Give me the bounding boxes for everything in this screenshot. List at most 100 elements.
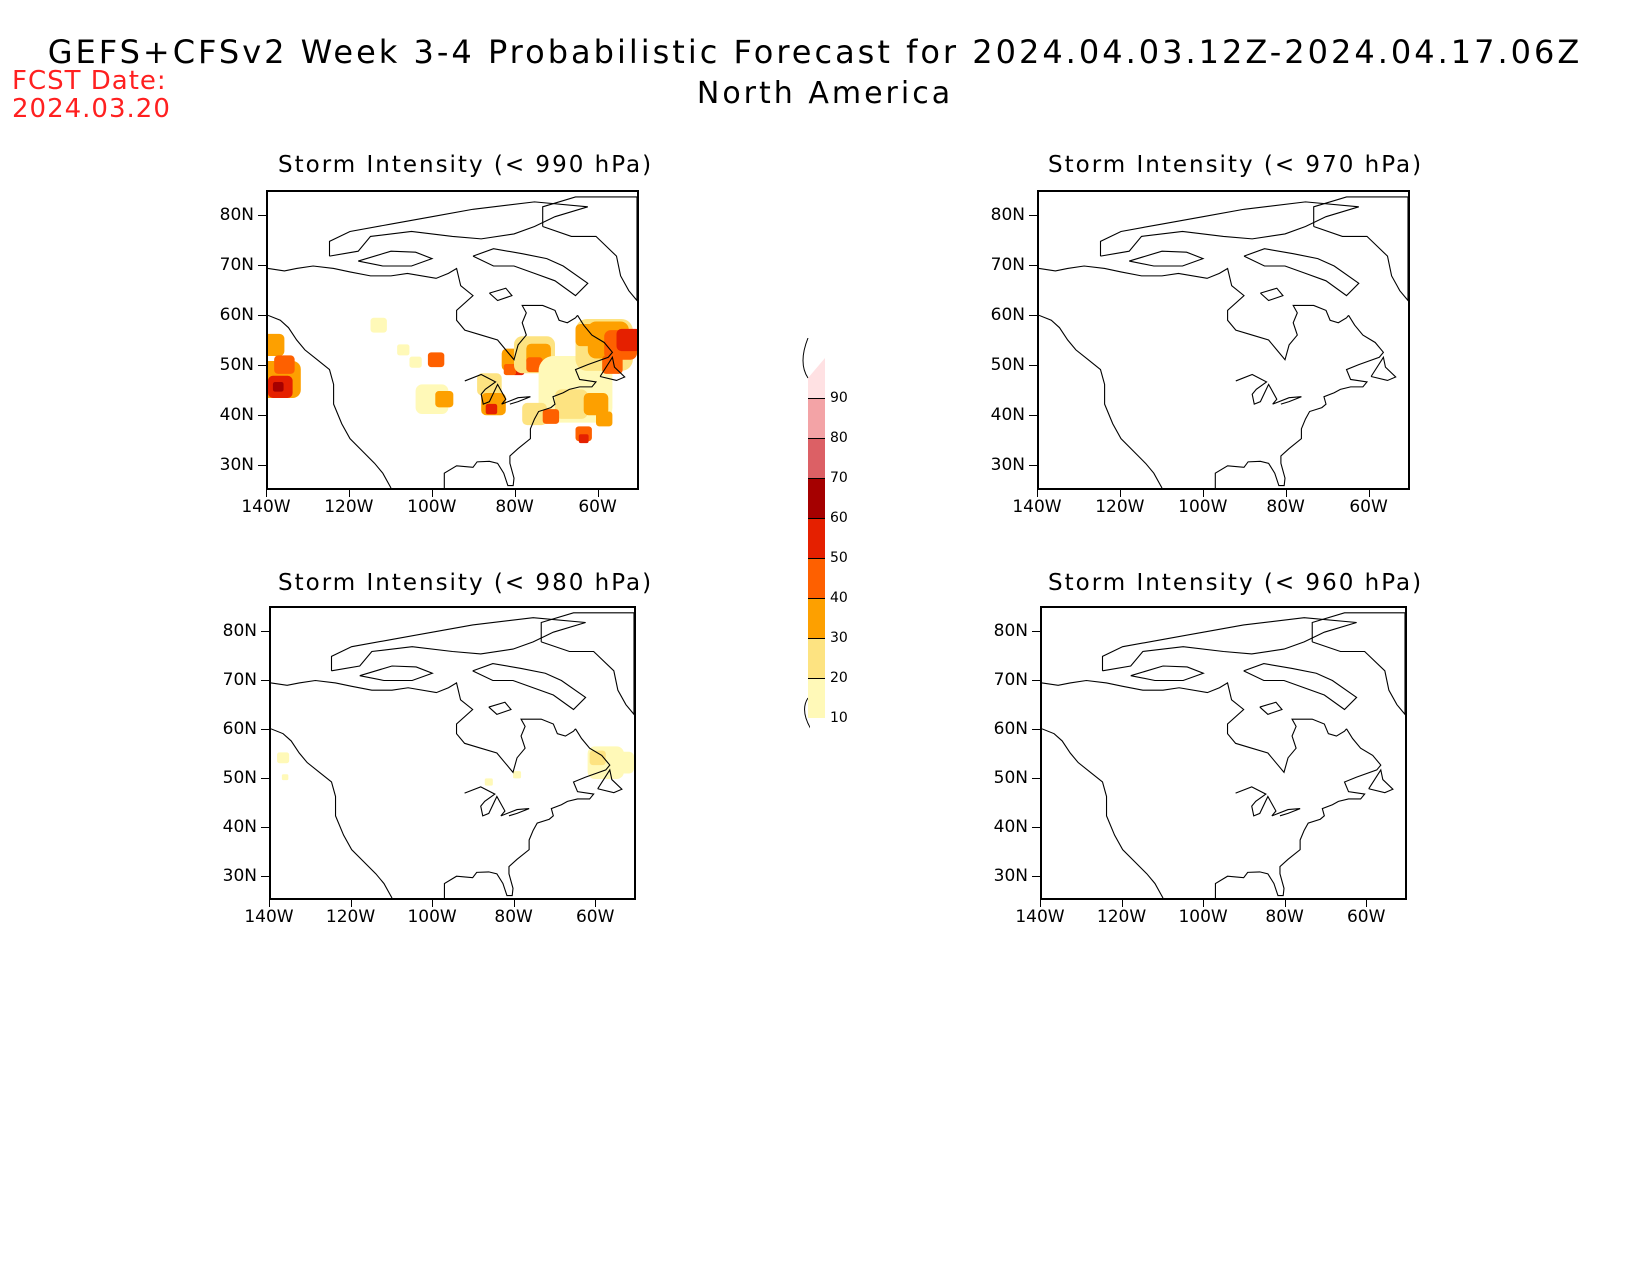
lon-label: 100W: [407, 907, 457, 927]
lat-tick: [1032, 630, 1040, 632]
lon-tick: [1037, 490, 1038, 497]
lon-label: 100W: [407, 497, 457, 517]
coastline: [1214, 728, 1382, 898]
lat-tick: [258, 315, 266, 316]
lon-tick: [269, 900, 270, 907]
probability-cell: [484, 778, 493, 786]
lat-label: 60N: [990, 305, 1025, 325]
figure-title: GEFS+CFSv2 Week 3-4 Probabilistic Foreca…: [47, 33, 1583, 71]
lat-label: 70N: [219, 255, 254, 275]
panel-title: Storm Intensity (< 970 hPa): [1048, 152, 1424, 178]
lat-tick: [1029, 315, 1037, 316]
lon-tick: [595, 900, 597, 907]
colorbar-label: 80: [830, 430, 848, 446]
coastline: [1101, 617, 1357, 672]
lat-tick: [261, 875, 269, 877]
lon-tick: [1368, 490, 1370, 497]
lat-label: 50N: [990, 355, 1025, 375]
probability-cell: [485, 403, 498, 415]
coastline: [1039, 314, 1163, 488]
lat-label: 70N: [222, 669, 257, 690]
lon-tick: [1040, 900, 1041, 907]
coastline: [271, 728, 393, 898]
coastline: [271, 679, 576, 774]
colorbar-segment: [808, 358, 825, 398]
lon-label: 60W: [1346, 907, 1386, 927]
lat-tick: [1032, 875, 1040, 877]
lat-label: 80N: [993, 620, 1028, 641]
map-canvas: [1039, 196, 1408, 488]
lat-label: 40N: [990, 405, 1025, 425]
coastline: [489, 287, 513, 302]
coastline: [1259, 701, 1283, 715]
coastline: [328, 201, 588, 257]
lat-label: 70N: [993, 669, 1028, 690]
lon-label: 120W: [325, 907, 376, 927]
coastline: [1243, 663, 1358, 711]
probability-cell: [272, 382, 284, 392]
lon-label: 140W: [1012, 497, 1062, 517]
coastline: [488, 701, 512, 715]
probability-cell: [513, 771, 522, 779]
lat-tick: [1029, 365, 1037, 366]
probability-cell: [575, 323, 601, 347]
lon-tick: [431, 490, 433, 497]
lat-tick: [1032, 728, 1040, 730]
coastline: [599, 355, 626, 382]
lat-tick: [261, 630, 269, 632]
colorbar-label: 40: [830, 590, 848, 606]
coastline: [358, 250, 434, 267]
coastline: [443, 728, 611, 898]
panel-title: Storm Intensity (< 960 hPa): [1048, 570, 1424, 596]
probability-cell: [578, 434, 589, 444]
coastline: [1130, 665, 1205, 682]
colorbar-segment: [808, 438, 825, 478]
colorbar-segment: [808, 558, 825, 598]
probability-cell: [427, 352, 445, 368]
map-canvas: [271, 612, 634, 898]
probability-cell: [542, 409, 560, 424]
panel-title: Storm Intensity (< 990 hPa): [278, 152, 654, 178]
probability-cell: [616, 328, 637, 352]
lon-label: 80W: [495, 497, 534, 517]
colorbar-label: 90: [830, 390, 848, 406]
coastline: [359, 665, 434, 682]
lon-tick: [1121, 900, 1123, 907]
colorbar-segment: [808, 598, 825, 638]
lat-label: 40N: [993, 816, 1028, 837]
coastline: [268, 314, 392, 488]
lon-label: 120W: [1096, 907, 1147, 927]
lon-tick: [1203, 900, 1205, 907]
lat-tick: [261, 826, 269, 828]
colorbar-segment: [808, 478, 825, 518]
lon-label: 140W: [241, 497, 291, 517]
lat-tick: [258, 365, 266, 366]
lon-tick: [1284, 900, 1286, 907]
coastline: [464, 373, 531, 405]
lat-tick: [261, 679, 269, 681]
lon-label: 120W: [324, 497, 374, 517]
map-plot-960: [1040, 606, 1407, 900]
coastline: [1235, 373, 1302, 405]
lat-label: 80N: [219, 205, 254, 225]
probability-cell: [522, 402, 547, 426]
probability-cell: [596, 411, 613, 427]
coastline: [597, 768, 623, 794]
colorbar-segment: [808, 638, 825, 678]
lat-label: 30N: [219, 455, 254, 475]
map-plot-970: [1037, 190, 1410, 490]
lon-tick: [1366, 900, 1368, 907]
lon-label: 60W: [578, 497, 617, 517]
lat-tick: [1032, 826, 1040, 828]
lon-tick: [348, 490, 350, 497]
lon-label: 140W: [244, 907, 294, 927]
coastline: [443, 315, 614, 488]
map-canvas: [1042, 612, 1405, 898]
coastline: [540, 612, 634, 716]
coastline: [1039, 265, 1349, 361]
lat-label: 70N: [990, 255, 1025, 275]
colorbar-segment: [808, 518, 825, 558]
lat-label: 40N: [219, 405, 254, 425]
probability-cell: [503, 364, 517, 376]
coastline: [1099, 201, 1359, 257]
